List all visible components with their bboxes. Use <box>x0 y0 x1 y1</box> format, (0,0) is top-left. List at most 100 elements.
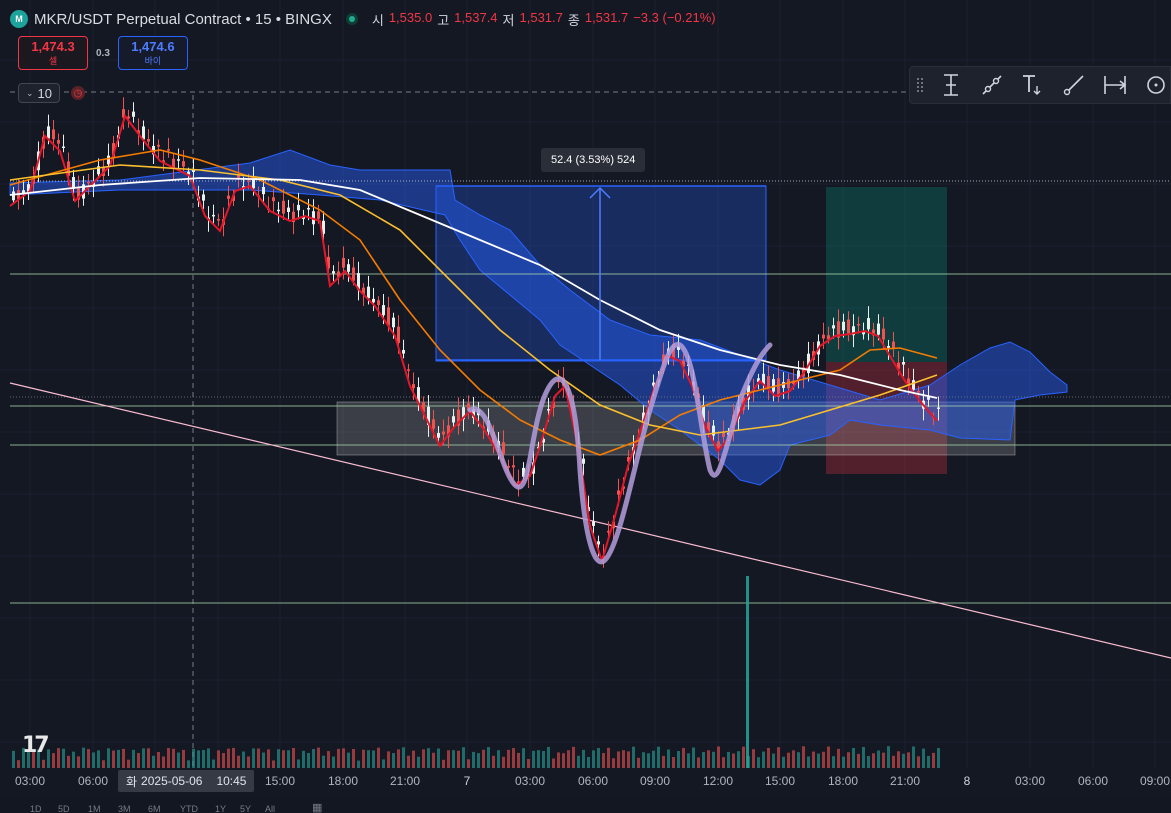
volume-bar <box>152 755 155 768</box>
interval-selector[interactable]: ⌄ 10 <box>18 83 60 103</box>
buy-button[interactable]: 1,474.6 바이 <box>117 36 188 70</box>
candle-body <box>372 298 375 303</box>
ohlc-high-label: 고 <box>437 12 450 28</box>
time-label: 15:00 <box>764 774 796 788</box>
candle-body <box>852 326 855 336</box>
candle-body <box>882 328 885 340</box>
candle-body <box>452 416 455 423</box>
candle-body <box>652 382 655 386</box>
volume-bar <box>132 749 135 768</box>
range-1d[interactable]: 1D <box>30 804 42 813</box>
volume-bar <box>377 747 380 768</box>
range-ytd[interactable]: YTD <box>180 804 198 813</box>
volume-bar <box>577 755 580 768</box>
volume-bar <box>207 748 210 768</box>
candle-body <box>857 323 860 326</box>
clock-alert-icon[interactable]: ◷ <box>71 86 85 100</box>
candle-body <box>132 111 135 117</box>
volume-bar <box>172 748 175 768</box>
candle-body <box>547 409 550 411</box>
candle-body <box>842 321 845 331</box>
volume-bar <box>477 753 480 768</box>
drag-handle-icon[interactable] <box>916 77 924 93</box>
volume-bar <box>372 750 375 768</box>
measure-label[interactable]: 52.4 (3.53%) 524 <box>541 148 646 172</box>
volume-bar <box>497 750 500 768</box>
candle-body <box>707 422 710 432</box>
candle-body <box>352 267 355 281</box>
long-position-icon[interactable] <box>938 71 965 99</box>
time-axis[interactable]: 03:00 06:00 15:00 18:00 21:00 7 03:00 06… <box>0 768 1171 794</box>
volume-bar <box>612 758 615 768</box>
horizontal-lines <box>10 180 1171 604</box>
symbol-logo[interactable]: M <box>10 10 28 28</box>
volume-bar <box>72 751 75 768</box>
tradingview-logo[interactable]: 17 <box>22 733 50 758</box>
volume-bar <box>357 760 360 768</box>
volume-bar <box>692 747 695 768</box>
candle-body <box>512 465 515 468</box>
volume-bar <box>482 749 485 768</box>
candle-body <box>107 155 110 165</box>
candle-body <box>397 326 400 344</box>
candle-body <box>212 214 215 217</box>
market-status-icon[interactable] <box>345 13 358 25</box>
volume-bar <box>717 746 720 768</box>
range-5d[interactable]: 5D <box>58 804 70 813</box>
candle-body <box>447 425 450 437</box>
candle-body <box>327 256 330 269</box>
volume-bar <box>282 750 285 768</box>
range-1m[interactable]: 1M <box>88 804 101 813</box>
ichimoku-cloud <box>9 149 1068 486</box>
range-5y[interactable]: 5Y <box>240 804 252 813</box>
candle-body <box>722 431 725 437</box>
sell-button[interactable]: 1,474.3 셀 <box>18 36 88 70</box>
ray-line-icon[interactable] <box>1061 71 1088 99</box>
spread-value: 0.3 <box>96 47 110 59</box>
candle-body <box>392 317 395 328</box>
volume-bar <box>27 750 30 768</box>
more-icon[interactable] <box>1143 71 1170 99</box>
ohlc-low-value: 1,531.7 <box>519 9 563 25</box>
time-label: 7 <box>463 774 471 788</box>
volume-bar <box>492 755 495 768</box>
volume-bar <box>352 748 355 768</box>
volume-bar <box>92 752 95 768</box>
range-3m[interactable]: 3M <box>118 804 131 813</box>
candle-body <box>412 384 415 389</box>
drawing-toolbar <box>909 66 1171 104</box>
symbol-title[interactable]: MKR/USDT Perpetual Contract • 15 • BINGX <box>34 10 332 28</box>
crosshair-time: 10:45 <box>216 774 247 788</box>
ema-slow-line <box>9 164 938 436</box>
trend-line-icon[interactable] <box>979 71 1006 99</box>
volume-bar <box>702 752 705 768</box>
date-range-icon[interactable] <box>1102 71 1129 99</box>
time-label: 8 <box>963 774 971 788</box>
volume-bar <box>837 748 840 768</box>
volume-bar <box>267 749 270 768</box>
volume-bar <box>97 750 100 768</box>
candle-body <box>382 305 385 316</box>
range-1y[interactable]: 1Y <box>215 804 227 813</box>
descending-trendline <box>9 382 1171 659</box>
cloud-area <box>9 149 1068 486</box>
range-all[interactable]: All <box>265 804 276 813</box>
candle-body <box>597 541 600 545</box>
range-6m[interactable]: 6M <box>148 804 161 813</box>
candle-body <box>782 382 785 388</box>
candle-body <box>662 354 665 364</box>
candle-body <box>867 318 870 330</box>
candle-body <box>472 408 475 418</box>
text-anchor-icon[interactable] <box>1020 71 1047 99</box>
volume-bar <box>667 749 670 768</box>
volume-bar <box>547 746 550 768</box>
volume-bar <box>617 751 620 768</box>
candle-body <box>337 271 340 278</box>
volume-bar <box>237 755 240 768</box>
volume-bar <box>632 746 635 768</box>
candle-body <box>552 401 555 408</box>
ohlc-values: 시 1,535.0 고 1,537.4 저 1,531.7 종 1,531.7 −3.3… <box>372 10 716 29</box>
calendar-icon[interactable]: ▦ <box>312 802 323 813</box>
volume-bar <box>522 748 525 768</box>
